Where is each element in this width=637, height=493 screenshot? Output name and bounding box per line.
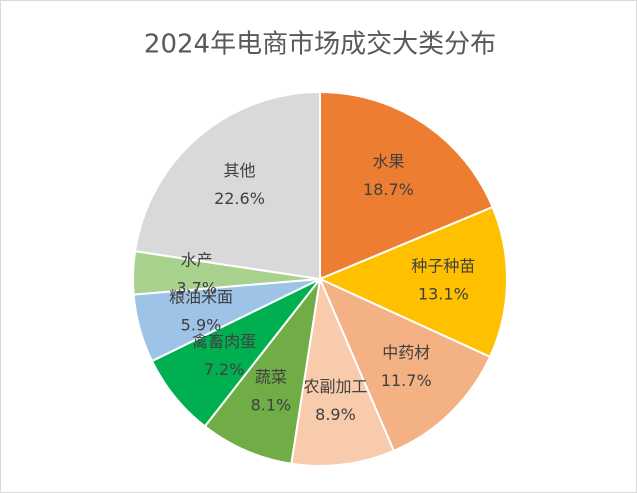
pie-slice (317, 205, 508, 359)
pie-slice (133, 90, 321, 281)
slice-value-label: 13.1% (418, 285, 469, 304)
slice-value-label: 7.2% (204, 360, 245, 379)
slice-label: 水产 (181, 250, 213, 269)
slice-label: 蔬菜 (255, 368, 287, 387)
slice-label: 农副加工 (303, 377, 367, 396)
pie-slice (290, 275, 396, 467)
slice-value-label: 11.7% (381, 371, 432, 390)
slice-value-label: 8.9% (315, 405, 356, 424)
slice-label: 水果 (372, 152, 404, 171)
slice-value-label: 5.9% (181, 315, 222, 334)
slice-label: 种子种苗 (411, 257, 475, 276)
pie-slice (319, 90, 494, 281)
pie-slice (203, 275, 322, 465)
slice-value-label: 8.1% (251, 396, 292, 415)
slice-label: 粮油米面 (169, 287, 233, 306)
pie-slice (318, 277, 492, 453)
slice-label: 中药材 (382, 343, 430, 362)
slice-value-label: 22.6% (214, 189, 265, 208)
slice-value-label: 18.7% (363, 180, 414, 199)
chart-title: 2024年电商市场成交大类分布 (144, 30, 496, 60)
slice-label: 禽畜肉蛋 (192, 332, 256, 351)
slice-value-label: 3.7% (176, 278, 217, 297)
slice-label: 其他 (223, 161, 255, 180)
